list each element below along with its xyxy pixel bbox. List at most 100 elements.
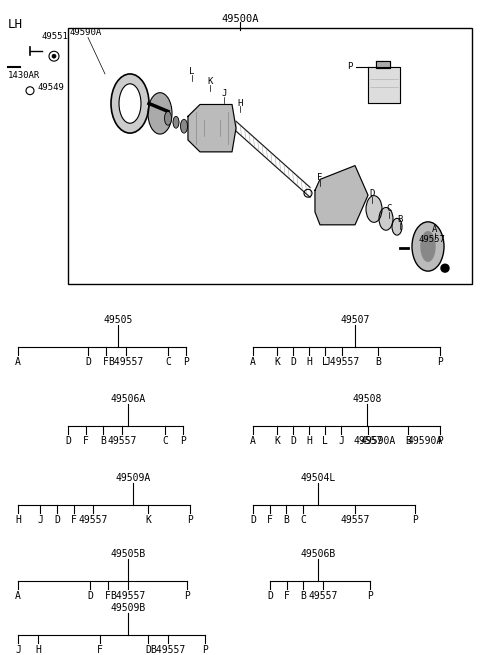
Ellipse shape	[165, 113, 171, 124]
Text: C: C	[386, 204, 392, 213]
Text: 49557: 49557	[340, 515, 370, 525]
Text: H: H	[306, 357, 312, 367]
Text: F: F	[284, 591, 290, 601]
Text: H: H	[306, 436, 312, 446]
Text: F: F	[103, 357, 109, 367]
Text: 49509A: 49509A	[115, 473, 151, 483]
Text: F: F	[71, 515, 77, 525]
Text: 49590A: 49590A	[360, 436, 396, 446]
Text: 49557: 49557	[78, 515, 108, 525]
Text: B49557: B49557	[108, 357, 144, 367]
Ellipse shape	[421, 232, 435, 261]
Text: 49557: 49557	[108, 436, 137, 446]
Text: 49509B: 49509B	[110, 603, 145, 613]
Text: 49551: 49551	[42, 31, 69, 41]
Text: D: D	[87, 591, 93, 601]
Circle shape	[441, 264, 449, 272]
Text: D: D	[65, 436, 71, 446]
Text: P: P	[348, 62, 353, 71]
Ellipse shape	[413, 223, 443, 270]
Text: 49506B: 49506B	[300, 549, 336, 559]
Text: P: P	[437, 436, 443, 446]
Ellipse shape	[149, 94, 171, 133]
Text: L: L	[189, 67, 195, 76]
Text: K: K	[145, 515, 151, 525]
Text: B: B	[100, 436, 106, 446]
Text: P: P	[367, 591, 373, 601]
Text: C: C	[165, 357, 171, 367]
Text: P: P	[437, 357, 443, 367]
Text: D: D	[54, 515, 60, 525]
Text: C: C	[300, 515, 306, 525]
Polygon shape	[188, 105, 236, 152]
Text: A: A	[432, 225, 438, 234]
Text: P: P	[202, 645, 208, 655]
Text: P: P	[184, 591, 190, 601]
Text: F: F	[105, 591, 111, 601]
Text: 49590A: 49590A	[408, 436, 443, 446]
Text: 49590A: 49590A	[70, 28, 102, 37]
Text: 49505B: 49505B	[110, 549, 145, 559]
Text: D: D	[369, 189, 375, 198]
Text: B: B	[397, 215, 403, 224]
Text: B49557: B49557	[150, 645, 186, 655]
Text: P: P	[183, 357, 189, 367]
Ellipse shape	[181, 121, 187, 132]
Text: B: B	[300, 591, 306, 601]
Ellipse shape	[380, 209, 392, 229]
Text: LH: LH	[8, 18, 23, 31]
Text: L: L	[322, 357, 328, 367]
Text: F: F	[317, 172, 323, 181]
Text: B49557: B49557	[110, 591, 145, 601]
Text: J: J	[338, 436, 344, 446]
Text: D: D	[290, 436, 296, 446]
Text: D: D	[145, 645, 151, 655]
Polygon shape	[368, 67, 400, 103]
Text: 49500A: 49500A	[221, 14, 259, 24]
Ellipse shape	[173, 117, 179, 127]
Text: K: K	[274, 357, 280, 367]
Polygon shape	[315, 166, 368, 225]
Text: J: J	[37, 515, 43, 525]
Text: L: L	[322, 436, 328, 446]
Text: K: K	[207, 77, 213, 86]
Text: B: B	[283, 515, 289, 525]
Text: K: K	[274, 436, 280, 446]
Text: P: P	[180, 436, 186, 446]
Ellipse shape	[112, 75, 148, 132]
Text: D: D	[267, 591, 273, 601]
Text: P: P	[412, 515, 418, 525]
Text: A: A	[15, 591, 21, 601]
Bar	[68, 28, 472, 284]
Text: F: F	[83, 436, 89, 446]
Text: D: D	[85, 357, 91, 367]
Text: J49557: J49557	[324, 357, 360, 367]
Text: J: J	[221, 88, 227, 98]
Text: 49549: 49549	[38, 83, 65, 92]
Text: A: A	[250, 357, 256, 367]
Text: 49506A: 49506A	[110, 394, 145, 404]
Text: H: H	[15, 515, 21, 525]
Text: 49557: 49557	[419, 234, 445, 244]
Polygon shape	[376, 61, 390, 68]
Text: D: D	[290, 357, 296, 367]
Circle shape	[52, 54, 56, 58]
Text: 49557: 49557	[353, 436, 383, 446]
Ellipse shape	[120, 84, 140, 122]
Text: 49507: 49507	[340, 315, 370, 326]
Text: 49504L: 49504L	[300, 473, 336, 483]
Text: J: J	[15, 645, 21, 655]
Text: 1430AR: 1430AR	[8, 71, 40, 80]
Text: F: F	[267, 515, 273, 525]
Text: B: B	[375, 357, 381, 367]
Text: H: H	[237, 99, 243, 107]
Text: A: A	[15, 357, 21, 367]
Text: 49557: 49557	[308, 591, 338, 601]
Text: A: A	[250, 436, 256, 446]
Text: D: D	[250, 515, 256, 525]
Text: B: B	[405, 436, 411, 446]
Text: 49508: 49508	[352, 394, 382, 404]
Ellipse shape	[367, 197, 381, 221]
Text: P: P	[187, 515, 193, 525]
Text: 49505: 49505	[103, 315, 132, 326]
